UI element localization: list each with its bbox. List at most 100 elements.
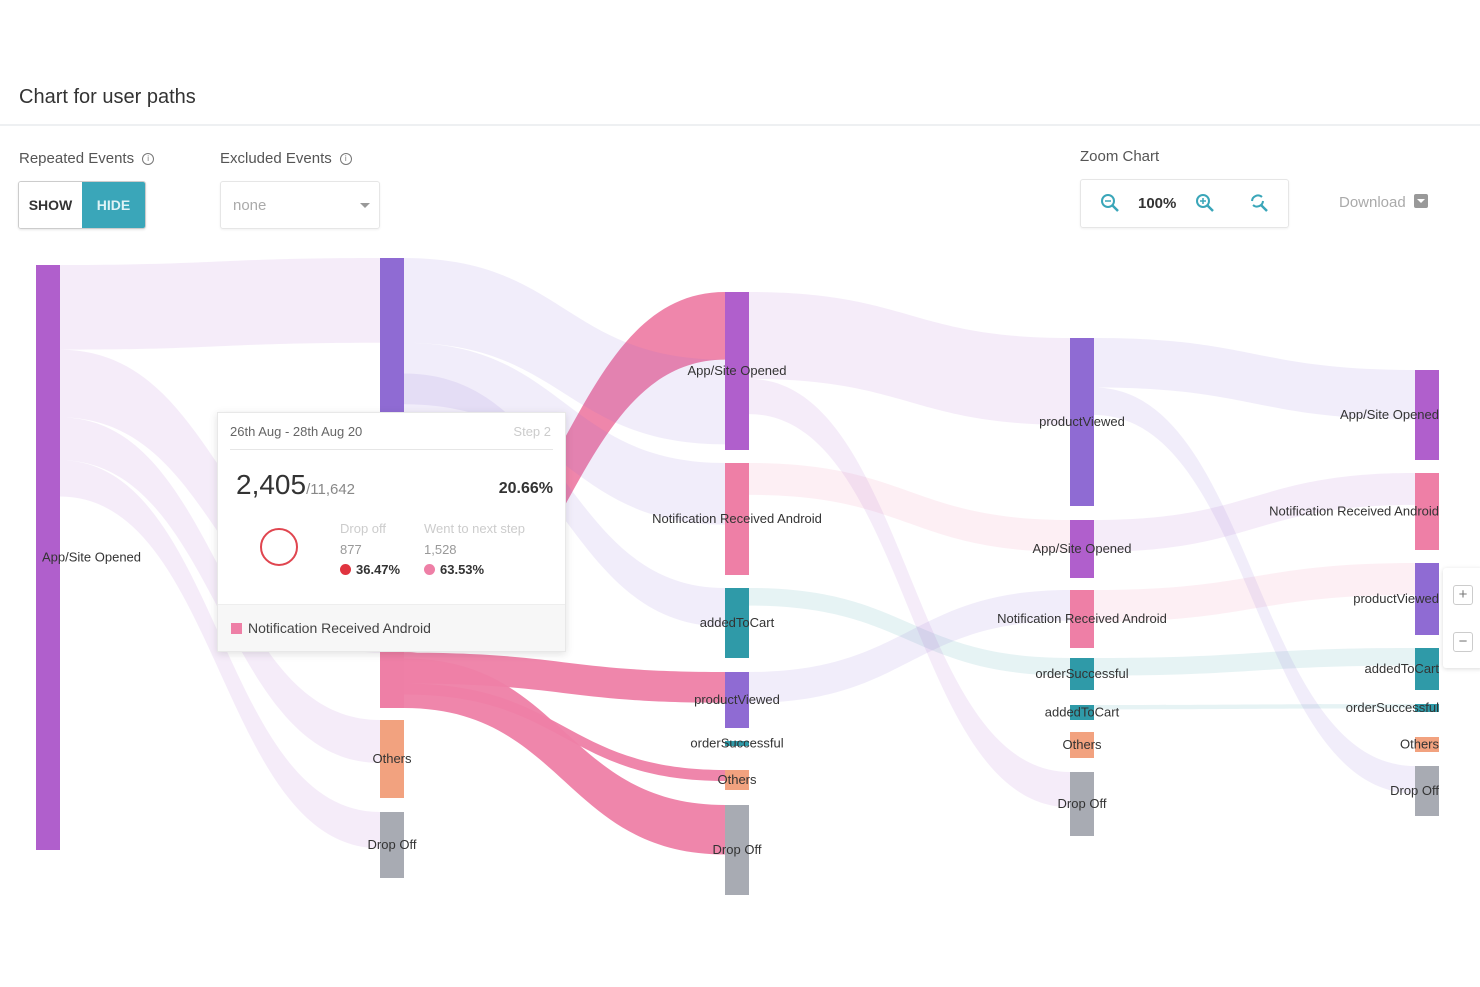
- node-label-s3_others: Others: [717, 772, 757, 787]
- next-step-label: Went to next step: [424, 521, 525, 536]
- node-s3_app[interactable]: [725, 292, 749, 450]
- node-s5_notif[interactable]: [1415, 473, 1439, 550]
- excluded-events-select[interactable]: none: [220, 181, 380, 229]
- tooltip-event-name: Notification Received Android: [248, 620, 431, 636]
- node-label-s5_notif: Notification Received Android: [1269, 504, 1439, 519]
- download-icon: [1413, 194, 1428, 208]
- flow-link-s4_order-to-s5_cart[interactable]: [1094, 648, 1415, 676]
- node-label-s3_order: orderSuccessful: [690, 736, 783, 751]
- node-label-s4_app: App/Site Opened: [1032, 541, 1131, 556]
- node-s5_pv[interactable]: [1415, 563, 1439, 635]
- flow-link-s3_pv-to-s4_notif[interactable]: [749, 590, 1070, 703]
- flow-link-s2_notif-to-s3_pv[interactable]: [404, 652, 725, 703]
- next-step-percent: 63.53%: [440, 562, 485, 577]
- flow-link-s3_app-to-s4_drop[interactable]: [749, 378, 1070, 808]
- chevron-down-icon: [360, 203, 370, 208]
- tooltip-date-range: 26th Aug - 28th Aug 20: [230, 424, 363, 439]
- node-label-s3_app: App/Site Opened: [687, 363, 786, 378]
- node-label-s5_order: orderSuccessful: [1346, 700, 1439, 715]
- info-icon[interactable]: i: [339, 153, 352, 165]
- zoom-in-icon[interactable]: [1194, 192, 1216, 214]
- node-s5_app[interactable]: [1415, 370, 1439, 460]
- node-s3_others[interactable]: [725, 770, 749, 790]
- flow-link-s2_pv-to-s3_app[interactable]: [404, 258, 725, 445]
- page-title: Chart for user paths: [19, 86, 196, 108]
- node-s5_drop[interactable]: [1415, 766, 1439, 816]
- drop-off-dot-icon: [340, 564, 351, 575]
- node-s5_order[interactable]: [1415, 704, 1439, 712]
- node-s5_cart[interactable]: [1415, 648, 1439, 690]
- tooltip-percent: 20.66%: [498, 480, 553, 497]
- flow-link-s4_pv-to-s5_drop[interactable]: [1094, 387, 1415, 794]
- tooltip-divider: [230, 449, 553, 450]
- flow-link-s4_cart-to-s5_order[interactable]: [1094, 704, 1415, 710]
- reset-zoom-icon[interactable]: [1248, 192, 1270, 214]
- flow-link-s4_pv-to-s5_app[interactable]: [1094, 338, 1415, 420]
- zoom-out-icon[interactable]: [1099, 192, 1121, 214]
- flow-link-s2_notif-to-s3_drop[interactable]: [404, 658, 725, 855]
- node-label-s5_app: App/Site Opened: [1340, 407, 1439, 422]
- node-s4_cart[interactable]: [1070, 705, 1094, 720]
- node-s4_drop[interactable]: [1070, 772, 1094, 836]
- node-label-s3_pv: productViewed: [694, 692, 780, 707]
- node-label-s5_others: Others: [1400, 737, 1440, 752]
- repeated-events-toggle[interactable]: SHOW HIDE: [18, 181, 146, 229]
- node-s2_pv[interactable]: [380, 258, 404, 412]
- next-step-count: 1,528: [424, 542, 457, 557]
- flow-link-s1_app-to-s2_pv[interactable]: [60, 258, 380, 350]
- node-s4_order[interactable]: [1070, 658, 1094, 690]
- excluded-events-value: none: [233, 197, 267, 214]
- node-s4_notif[interactable]: [1070, 590, 1094, 648]
- node-label-s4_pv: productViewed: [1039, 414, 1125, 429]
- zoom-chart-label: Zoom Chart: [1080, 148, 1160, 165]
- zoom-level: 100%: [1138, 195, 1177, 212]
- drop-off-label: Drop off: [340, 521, 387, 536]
- minus-button[interactable]: −: [1453, 632, 1473, 652]
- flow-link-s4_app-to-s5_notif[interactable]: [1094, 473, 1415, 552]
- node-s4_others[interactable]: [1070, 732, 1094, 758]
- tooltip-count-value: 2,405: [236, 469, 307, 500]
- next-step-dot-icon: [424, 564, 435, 575]
- donut-ring-icon: [260, 528, 298, 566]
- node-label-s2_drop: Drop Off: [368, 837, 417, 852]
- drop-off-percent: 36.47%: [356, 562, 401, 577]
- node-s3_order[interactable]: [725, 741, 749, 746]
- download-button[interactable]: Download: [1339, 194, 1428, 211]
- flow-link-s1_app-to-s2_drop[interactable]: [60, 460, 380, 849]
- node-s1_app[interactable]: [36, 265, 60, 850]
- node-label-s3_cart: addedToCart: [700, 615, 775, 630]
- header-divider: [0, 124, 1480, 126]
- node-label-s2_others: Others: [372, 751, 412, 766]
- node-s3_drop[interactable]: [725, 805, 749, 895]
- zoom-controls: 100%: [1080, 179, 1289, 228]
- tooltip-step: Step 2: [513, 424, 551, 439]
- node-label-s3_drop: Drop Off: [713, 842, 762, 857]
- excluded-events-label: Excluded Events i: [220, 150, 352, 167]
- info-icon[interactable]: i: [142, 153, 155, 165]
- node-label-s4_drop: Drop Off: [1058, 796, 1107, 811]
- flow-link-s3_app-to-s4_pv[interactable]: [749, 292, 1070, 425]
- flow-link-s4_notif-to-s5_pv[interactable]: [1094, 563, 1415, 622]
- node-s4_pv[interactable]: [1070, 338, 1094, 506]
- plus-button[interactable]: +: [1453, 585, 1473, 605]
- node-label-s4_others: Others: [1062, 737, 1102, 752]
- side-zoom-panel: + −: [1443, 568, 1480, 668]
- node-s3_notif[interactable]: [725, 463, 749, 575]
- flow-link-s3_cart-to-s4_order[interactable]: [749, 588, 1070, 676]
- node-label-s3_notif: Notification Received Android: [652, 511, 822, 526]
- node-s3_cart[interactable]: [725, 588, 749, 658]
- show-button[interactable]: SHOW: [19, 182, 82, 228]
- node-label-s5_cart: addedToCart: [1365, 661, 1440, 676]
- node-s2_drop[interactable]: [380, 812, 404, 878]
- repeated-events-text: Repeated Events: [19, 150, 135, 167]
- node-label-s5_drop: Drop Off: [1390, 783, 1439, 798]
- hide-button[interactable]: HIDE: [82, 182, 145, 228]
- node-s4_app[interactable]: [1070, 520, 1094, 578]
- tooltip-footer: Notification Received Android: [218, 604, 565, 651]
- flow-link-s3_notif-to-s4_app[interactable]: [749, 463, 1070, 552]
- node-s3_pv[interactable]: [725, 672, 749, 728]
- node-s5_others[interactable]: [1415, 737, 1439, 752]
- node-label-s4_cart: addedToCart: [1045, 705, 1120, 720]
- node-label-s1_app: App/Site Opened: [42, 550, 141, 565]
- node-s2_others[interactable]: [380, 720, 404, 798]
